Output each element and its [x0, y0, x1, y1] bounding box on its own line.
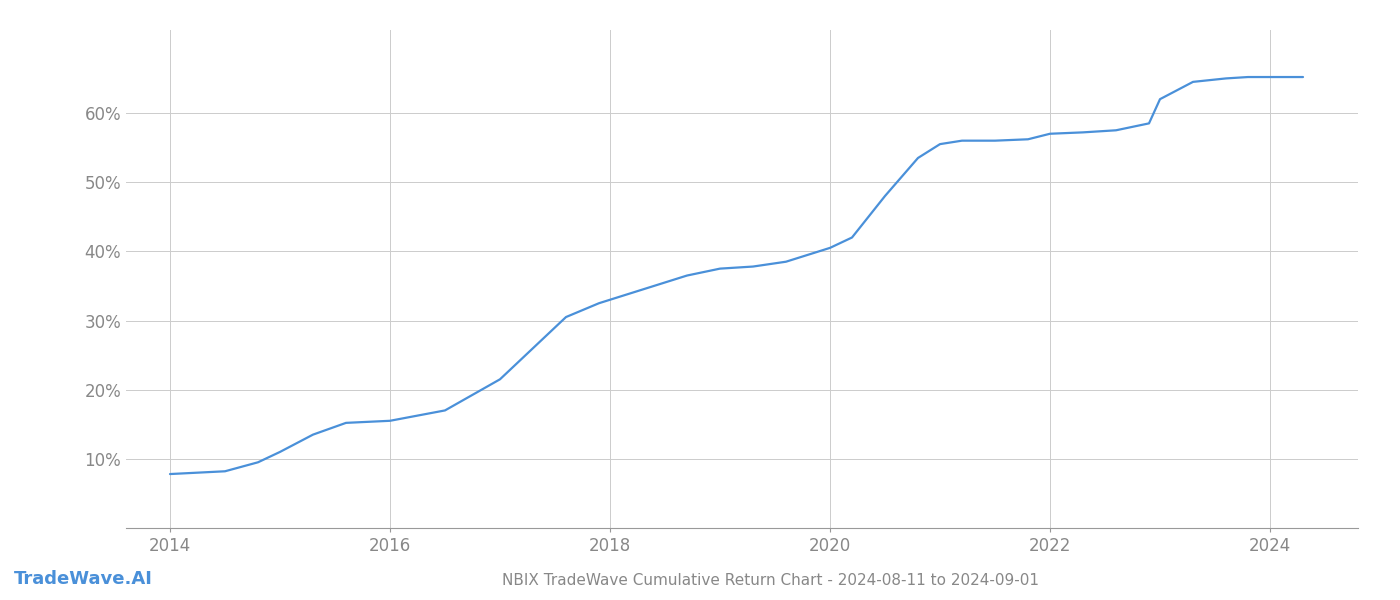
Text: NBIX TradeWave Cumulative Return Chart - 2024-08-11 to 2024-09-01: NBIX TradeWave Cumulative Return Chart -… — [501, 573, 1039, 588]
Text: TradeWave.AI: TradeWave.AI — [14, 570, 153, 588]
